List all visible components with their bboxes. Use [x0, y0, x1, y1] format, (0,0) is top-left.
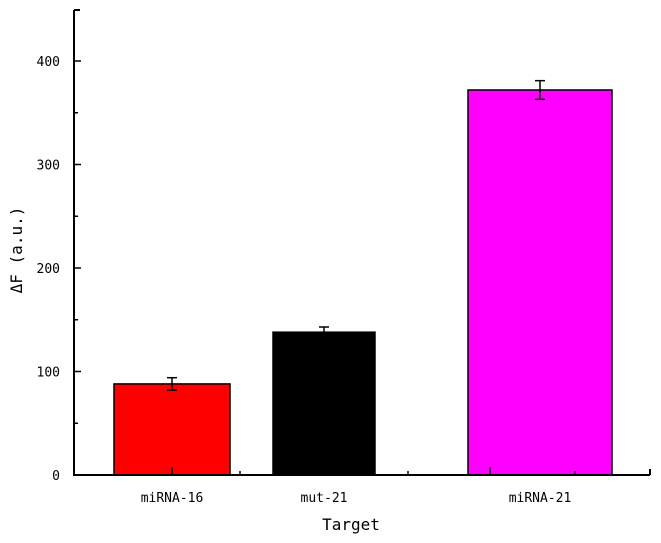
y-axis-title: ΔF (a.u.) [7, 207, 26, 294]
axes-group [73, 9, 651, 476]
bar-mirna-16 [113, 383, 231, 476]
y-tick-label: 0 [52, 469, 60, 484]
bars-group [113, 79, 613, 476]
y-tick-label: 400 [37, 55, 60, 70]
bar-mut-21 [272, 331, 376, 476]
y-tick-label: 200 [37, 262, 60, 277]
x-category-label: mut-21 [301, 491, 348, 506]
x-category-label: miRNA-21 [509, 491, 572, 506]
y-tick-label: 300 [37, 159, 60, 174]
x-axis-title: Target [322, 515, 380, 534]
y-ticks-group: 0 100 200 300 400 [37, 55, 81, 484]
x-ticks-group [171, 467, 576, 475]
bar-mirna-21 [467, 89, 613, 476]
x-category-label: miRNA-16 [141, 491, 204, 506]
y-tick-label: 100 [37, 366, 60, 381]
